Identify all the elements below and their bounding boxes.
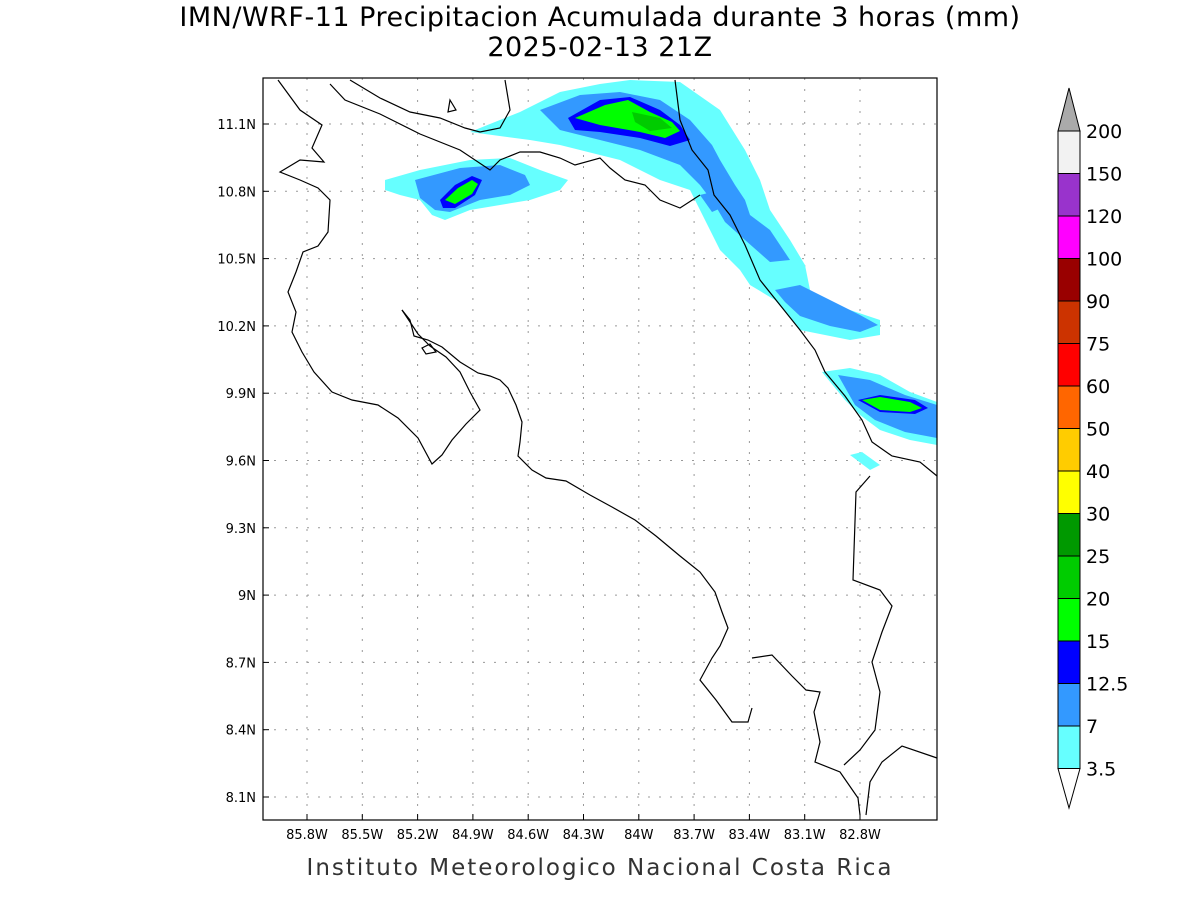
map-subtitle: 2025-02-13 21Z	[487, 32, 713, 63]
grid-lines	[263, 78, 937, 820]
precip-area-7	[700, 190, 728, 212]
colorbar-swatch	[1057, 555, 1081, 599]
colorbar-swatch	[1057, 640, 1081, 684]
colorbar-label: 150	[1086, 164, 1122, 186]
lon-tick-label: 84.3W	[563, 828, 605, 843]
lat-tick-label: 11.1N	[217, 118, 256, 133]
colorbar-label: 15	[1086, 631, 1110, 653]
colorbar-swatch	[1057, 300, 1081, 344]
map-frame	[262, 77, 938, 821]
colorbar-label: 120	[1086, 206, 1122, 228]
colorbar-label: 200	[1086, 121, 1122, 143]
lon-tick-label: 85.8W	[286, 828, 328, 843]
lat-tick-label: 8.7N	[226, 656, 256, 671]
panama-border	[843, 475, 893, 766]
colorbar-label: 90	[1086, 291, 1110, 313]
island	[447, 98, 457, 113]
colorbar-swatch	[1057, 470, 1081, 514]
precipitation-field	[385, 80, 937, 470]
colorbar-swatch	[1057, 343, 1081, 387]
nicoya-island	[421, 343, 438, 355]
nicaragua-coast	[277, 79, 481, 465]
colorbar-swatch	[1057, 258, 1081, 302]
colorbar-label: 25	[1086, 546, 1110, 568]
colorbar-label: 100	[1086, 249, 1122, 271]
precip-area-3.5	[470, 80, 880, 340]
lon-tick-label: 83.1W	[784, 828, 826, 843]
precip-area-15	[445, 180, 478, 204]
panama-pacific-coast	[865, 745, 938, 816]
nicoya-gulf-coast	[401, 309, 753, 723]
precip-area-15	[862, 397, 922, 412]
precip-area-3.5	[850, 452, 880, 470]
colorbar-label: 75	[1086, 334, 1110, 356]
colorbar-legend: 200 150 120 100 90 75 60 50 40 30 25 20 15 12.5 7 3.5	[1057, 87, 1128, 810]
lat-tick-label: 8.4N	[226, 724, 256, 739]
lon-labels: 85.8W 85.5W 85.2W 84.9W 84.6W 84.3W 84W 83.7W 83…	[286, 828, 881, 843]
precip-area-20	[632, 112, 672, 131]
lat-tick-label: 9.3N	[226, 522, 256, 537]
colorbar-swatch	[1057, 385, 1081, 429]
lon-tick-label: 84.9W	[452, 828, 494, 843]
lon-tick-label: 82.8W	[839, 828, 881, 843]
lat-tick-label: 10.8N	[217, 185, 256, 200]
caribbean-coast	[674, 79, 938, 477]
colorbar-label: 7	[1086, 716, 1098, 738]
colorbar-swatch	[1057, 173, 1081, 217]
colorbar-swatch	[1057, 725, 1081, 769]
colorbar-label: 40	[1086, 461, 1110, 483]
osa-coast	[751, 654, 861, 816]
colorbar-over-arrow	[1057, 87, 1081, 132]
colorbar-label: 12.5	[1086, 674, 1128, 696]
colorbar-label: 30	[1086, 504, 1110, 526]
lat-tick-label: 8.1N	[226, 791, 256, 806]
lon-tick-label: 84.6W	[507, 828, 549, 843]
lat-tick-label: 9.9N	[226, 387, 256, 402]
lat-tick-label: 9N	[238, 589, 256, 604]
precip-area-7b	[775, 285, 878, 332]
nicaragua-border	[329, 83, 701, 209]
lat-tick-label: 10.5N	[217, 253, 256, 268]
lon-tick-label: 85.2W	[397, 828, 439, 843]
colorbar-swatch	[1057, 513, 1081, 557]
lat-tick-label: 10.2N	[217, 320, 256, 335]
colorbar-swatch	[1057, 428, 1081, 472]
colorbar-swatch	[1057, 683, 1081, 727]
map-title: IMN/WRF-11 Precipitacion Acumulada duran…	[179, 2, 1021, 33]
lon-tick-label: 83.4W	[728, 828, 770, 843]
colorbar-swatch	[1057, 130, 1081, 174]
lat-tick-label: 9.6N	[226, 455, 256, 470]
precip-area-7	[540, 92, 790, 262]
lon-tick-label: 84W	[624, 828, 654, 843]
coastlines-and-borders	[277, 79, 938, 816]
colorbar-label: 3.5	[1086, 759, 1116, 781]
lat-labels: 11.1N 10.8N 10.5N 10.2N 9.9N 9.6N 9.3N 9N 8.7N 8.…	[217, 118, 256, 806]
colorbar-swatch	[1057, 215, 1081, 259]
colorbar-label: 20	[1086, 589, 1110, 611]
colorbar-swatch	[1057, 598, 1081, 642]
footer-credit: Instituto Meteorologico Nacional Costa R…	[306, 855, 894, 881]
lon-tick-label: 83.7W	[673, 828, 715, 843]
lake-shore	[349, 79, 511, 133]
colorbar-label: 50	[1086, 419, 1110, 441]
lon-tick-label: 85.5W	[341, 828, 383, 843]
colorbar-under-arrow	[1057, 768, 1081, 810]
colorbar-label: 60	[1086, 376, 1110, 398]
